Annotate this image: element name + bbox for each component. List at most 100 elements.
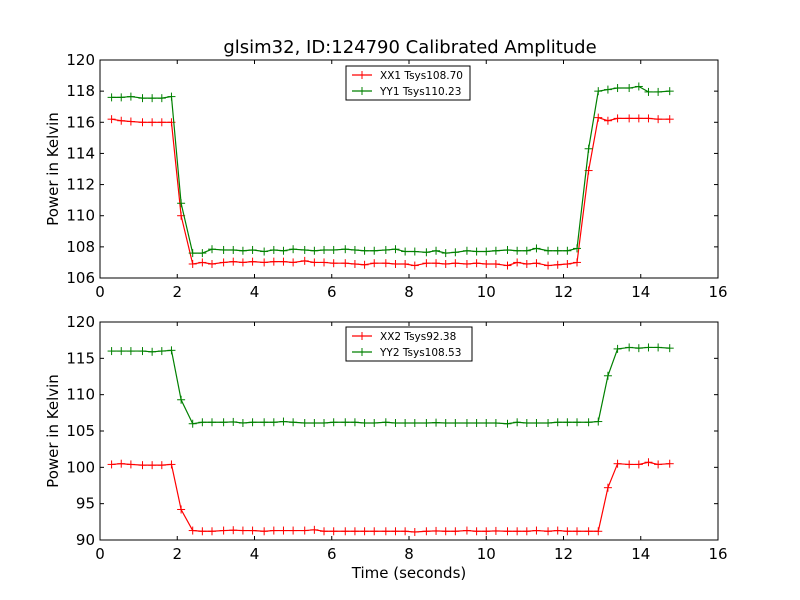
data-point	[229, 257, 238, 266]
data-point	[625, 460, 634, 469]
data-point	[157, 118, 166, 127]
data-point	[117, 347, 126, 356]
data-point	[360, 260, 369, 269]
legend-entry: XX1 Tsys108.70	[352, 70, 463, 82]
y-tick-label: 95	[76, 495, 95, 513]
data-point	[157, 347, 166, 356]
data-point	[177, 505, 186, 514]
data-point	[432, 418, 441, 427]
data-point	[148, 118, 157, 127]
data-point	[320, 258, 329, 267]
data-point	[482, 419, 491, 428]
data-point	[654, 115, 663, 124]
data-point	[341, 418, 350, 427]
data-point	[441, 249, 450, 258]
data-point	[613, 344, 622, 353]
legend-box	[345, 326, 473, 362]
data-point	[117, 459, 126, 468]
data-point	[381, 245, 390, 254]
data-point	[603, 116, 612, 125]
data-point	[279, 417, 288, 426]
data-point	[665, 344, 674, 353]
data-point	[584, 144, 593, 153]
data-point	[370, 259, 379, 268]
data-point	[238, 258, 247, 267]
series-yy1	[107, 82, 674, 258]
data-point	[381, 259, 390, 268]
x-tick-label: 0	[95, 283, 105, 301]
data-point	[341, 527, 350, 536]
data-point	[269, 418, 278, 427]
legend-entry: YY1 Tsys110.23	[352, 86, 461, 98]
data-point	[644, 87, 653, 96]
data-point	[665, 87, 674, 96]
data-point	[603, 371, 612, 380]
data-point	[289, 258, 298, 267]
data-point	[491, 259, 500, 268]
data-point	[482, 247, 491, 256]
data-point	[198, 249, 207, 258]
legend-label: XX2 Tsys92.38	[380, 331, 456, 343]
data-point	[188, 419, 197, 428]
data-point	[381, 527, 390, 536]
data-point	[472, 247, 481, 256]
data-point	[310, 246, 319, 255]
x-tick-label: 16	[708, 545, 727, 563]
y-tick-label: 120	[66, 313, 95, 331]
data-point	[422, 527, 431, 536]
data-point	[573, 418, 582, 427]
data-point	[300, 419, 309, 428]
data-point	[289, 245, 298, 254]
data-point	[229, 417, 238, 426]
data-point	[584, 527, 593, 536]
data-point	[107, 115, 116, 124]
data-point	[138, 118, 147, 127]
data-point	[208, 245, 217, 254]
data-point	[208, 259, 217, 268]
data-point	[544, 246, 553, 255]
x-tick-label: 16	[708, 283, 727, 301]
legend: XX1 Tsys108.70 YY1 Tsys110.23	[345, 65, 471, 101]
data-point	[320, 419, 329, 428]
data-point	[544, 527, 553, 536]
data-point	[360, 527, 369, 536]
data-point	[260, 527, 269, 536]
series-xx2	[107, 458, 674, 537]
legend-label: XX1 Tsys108.70	[380, 70, 463, 82]
data-point	[320, 245, 329, 254]
data-point	[594, 527, 603, 536]
data-point	[432, 259, 441, 268]
data-point	[613, 459, 622, 468]
data-point	[310, 419, 319, 428]
data-point	[148, 347, 157, 356]
data-point	[451, 248, 460, 257]
data-point	[563, 527, 572, 536]
top-subplot: 0 2 4 6 8 10 12 14 16 106 108 110 112 114 116 118 120 Pow…	[44, 51, 728, 301]
data-point	[603, 483, 612, 492]
data-point	[341, 259, 350, 268]
data-point	[350, 259, 359, 268]
data-point	[260, 247, 269, 256]
data-point	[410, 528, 419, 537]
x-tick-label: 8	[404, 545, 414, 563]
x-tick-label: 12	[554, 283, 573, 301]
y-tick-label: 110	[66, 386, 95, 404]
data-point	[238, 419, 247, 428]
data-point	[665, 459, 674, 468]
data-point	[310, 258, 319, 267]
data-point	[148, 94, 157, 103]
data-point	[553, 526, 562, 535]
y-tick-label: 106	[66, 269, 95, 287]
data-point	[219, 258, 228, 267]
data-point	[451, 419, 460, 428]
data-point	[126, 347, 135, 356]
data-point	[341, 245, 350, 254]
data-point	[503, 261, 512, 270]
data-point	[532, 259, 541, 268]
data-point	[248, 526, 257, 535]
data-point	[553, 260, 562, 269]
data-point	[126, 92, 135, 101]
data-point	[654, 460, 663, 469]
data-point	[138, 94, 147, 103]
data-point	[238, 526, 247, 535]
